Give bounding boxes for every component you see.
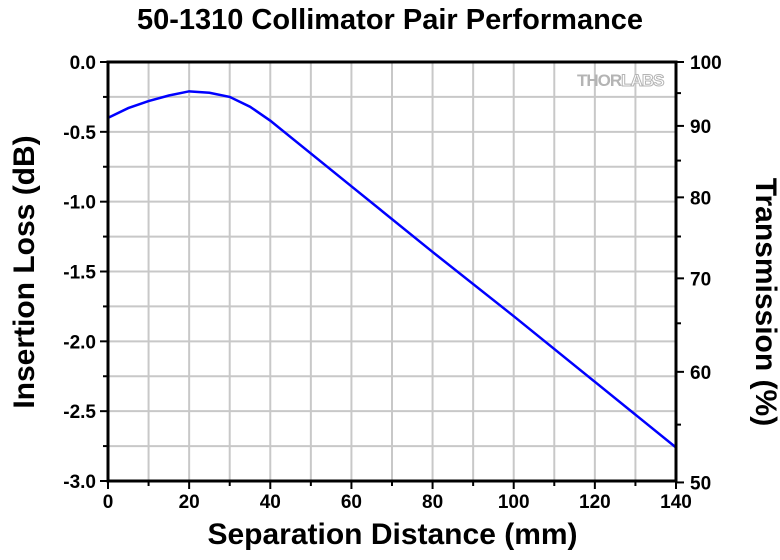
y-tick-label: -2.5 xyxy=(63,402,96,423)
x-tick-label: 140 xyxy=(660,492,692,513)
x-tick-label: 120 xyxy=(579,492,611,513)
y-tick-label: -3.0 xyxy=(63,472,96,493)
y-axis-label: Insertion Loss (dB) xyxy=(8,135,41,409)
y2-tick-label: 100 xyxy=(690,53,722,74)
y2-tick-label: 80 xyxy=(690,188,711,209)
x-tick-label: 60 xyxy=(341,492,362,513)
series-line xyxy=(107,90,677,449)
x-tick-label: 80 xyxy=(422,492,443,513)
y2-tick-label: 70 xyxy=(690,269,711,290)
y-tick-label: -2.0 xyxy=(63,332,96,353)
chart-title: 50-1310 Collimator Pair Performance xyxy=(136,4,644,36)
y2-tick-label: 90 xyxy=(690,117,711,138)
y2-tick-label: 50 xyxy=(690,473,711,494)
x-tick-label: 40 xyxy=(260,492,281,513)
y-tick-label: 0.0 xyxy=(70,53,96,74)
x-tick-label: 100 xyxy=(498,492,530,513)
thorlabs-logo: THORLABS xyxy=(577,71,665,91)
x-tick-label: 0 xyxy=(103,492,114,513)
y-tick-label: -1.0 xyxy=(63,193,96,214)
y2-axis-label: Transmission (%) xyxy=(749,177,780,427)
x-tick-label: 20 xyxy=(179,492,200,513)
y-tick-label: -0.5 xyxy=(63,123,96,144)
y-tick-label: -1.5 xyxy=(63,263,96,284)
y2-tick-label: 60 xyxy=(690,363,711,384)
x-axis-label: Separation Distance (mm) xyxy=(207,518,578,551)
